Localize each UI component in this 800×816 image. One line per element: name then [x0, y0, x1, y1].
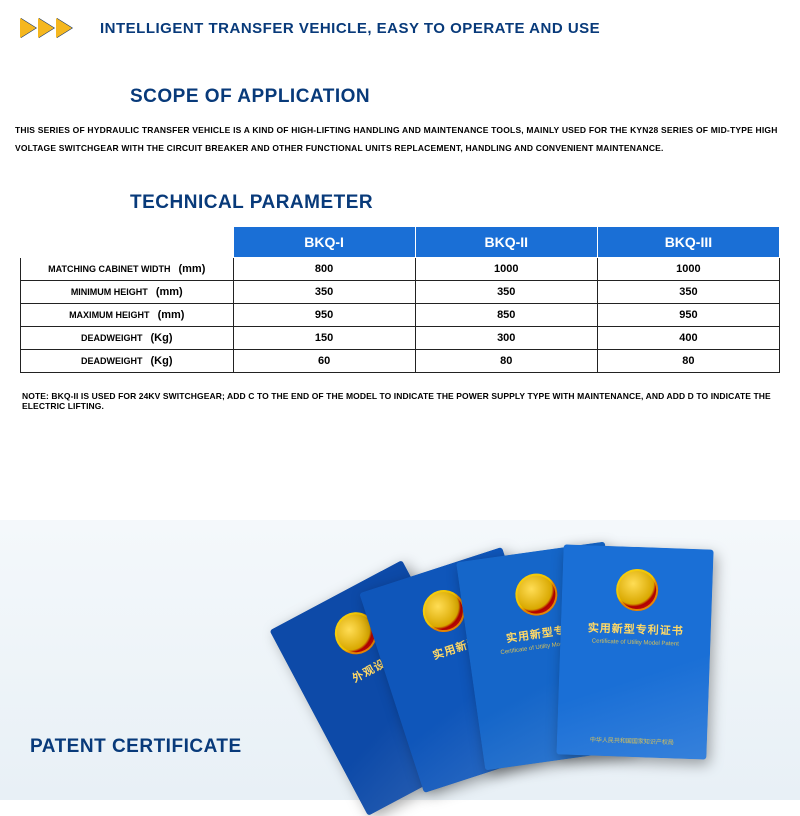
data-cell: 850: [415, 303, 597, 326]
table-header-cell: [21, 226, 234, 257]
table-head: BKQ-IBKQ-IIBKQ-III: [21, 226, 780, 257]
row-label-cell: DEADWEIGHT(Kg): [21, 326, 234, 349]
table-header-cell: BKQ-III: [597, 226, 779, 257]
triangle-icon: [56, 18, 72, 38]
certificate-title: 实用新型专利证书: [588, 619, 684, 638]
data-cell: 1000: [597, 257, 779, 280]
certificate-stack: 外观设计实用新型实用新型专利Certificate of Utility Mod…: [310, 525, 740, 795]
data-cell: 80: [415, 349, 597, 372]
scope-heading: SCOPE OF APPLICATION: [130, 86, 800, 108]
data-cell: 350: [233, 280, 415, 303]
table-row: MATCHING CABINET WIDTH(mm)80010001000: [21, 257, 780, 280]
data-cell: 950: [597, 303, 779, 326]
table-body: MATCHING CABINET WIDTH(mm)80010001000MIN…: [21, 257, 780, 372]
tech-note: NOTE: BKQ-II IS USED FOR 24KV SWITCHGEAR…: [22, 391, 785, 411]
emblem-icon: [513, 571, 560, 618]
tech-table: BKQ-IBKQ-IIBKQ-III MATCHING CABINET WIDT…: [20, 226, 780, 373]
data-cell: 1000: [415, 257, 597, 280]
row-label-cell: DEADWEIGHT(Kg): [21, 349, 234, 372]
data-cell: 950: [233, 303, 415, 326]
certificate-card: 实用新型专利证书Certificate of Utility Model Pat…: [556, 544, 713, 759]
row-label-cell: MATCHING CABINET WIDTH(mm): [21, 257, 234, 280]
triangle-icon: [20, 18, 36, 38]
data-cell: 300: [415, 326, 597, 349]
data-cell: 800: [233, 257, 415, 280]
tech-table-wrap: BKQ-IBKQ-IIBKQ-III MATCHING CABINET WIDT…: [20, 226, 780, 373]
data-cell: 80: [597, 349, 779, 372]
table-header-cell: BKQ-I: [233, 226, 415, 257]
table-header-cell: BKQ-II: [415, 226, 597, 257]
header-row: INTELLIGENT TRANSFER VEHICLE, EASY TO OP…: [0, 0, 800, 48]
emblem-icon: [615, 568, 658, 611]
row-label-cell: MINIMUM HEIGHT(mm): [21, 280, 234, 303]
triangle-icons: [20, 18, 72, 38]
data-cell: 350: [415, 280, 597, 303]
page-title: INTELLIGENT TRANSFER VEHICLE, EASY TO OP…: [100, 20, 600, 37]
patent-heading: PATENT CERTIFICATE: [30, 736, 242, 758]
table-row: DEADWEIGHT(Kg)608080: [21, 349, 780, 372]
data-cell: 60: [233, 349, 415, 372]
data-cell: 350: [597, 280, 779, 303]
certificate-subtitle: Certificate of Utility Model Patent: [592, 638, 679, 647]
patent-section: 外观设计实用新型实用新型专利Certificate of Utility Mod…: [0, 520, 800, 800]
table-row: MINIMUM HEIGHT(mm)350350350: [21, 280, 780, 303]
certificate-footer: 中华人民共和国国家知识产权局: [590, 734, 674, 746]
row-label-cell: MAXIMUM HEIGHT(mm): [21, 303, 234, 326]
data-cell: 400: [597, 326, 779, 349]
triangle-icon: [38, 18, 54, 38]
tech-heading: TECHNICAL PARAMETER: [130, 192, 800, 214]
scope-description: THIS SERIES OF HYDRAULIC TRANSFER VEHICL…: [15, 122, 785, 158]
table-row: DEADWEIGHT(Kg)150300400: [21, 326, 780, 349]
table-row: MAXIMUM HEIGHT(mm)950850950: [21, 303, 780, 326]
data-cell: 150: [233, 326, 415, 349]
